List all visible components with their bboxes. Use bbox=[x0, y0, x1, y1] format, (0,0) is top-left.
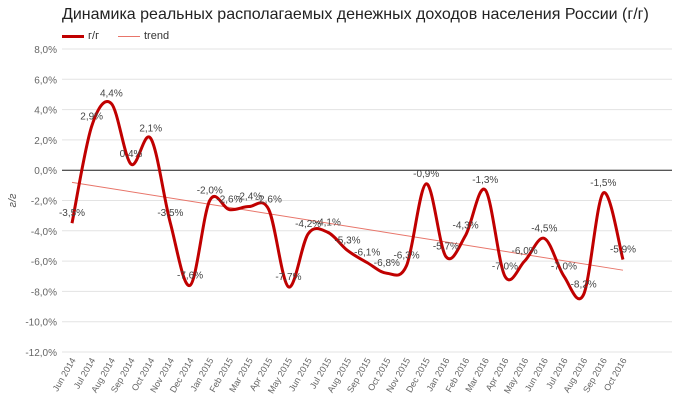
data-point bbox=[326, 231, 329, 234]
data-label: -1,3% bbox=[472, 175, 498, 186]
data-point bbox=[444, 255, 447, 258]
data-point bbox=[346, 249, 349, 252]
data-label: 2,9% bbox=[80, 111, 103, 122]
data-point bbox=[523, 260, 526, 263]
data-label: -2,6% bbox=[216, 195, 242, 206]
data-label: -6,3% bbox=[393, 251, 419, 262]
data-point bbox=[267, 208, 270, 211]
data-point bbox=[110, 102, 113, 105]
chart-title: Динамика реальных располагаемых денежных… bbox=[62, 6, 649, 23]
data-point bbox=[622, 258, 625, 261]
data-label: -4,3% bbox=[453, 220, 479, 231]
data-point bbox=[405, 264, 408, 267]
data-point bbox=[464, 234, 467, 237]
data-label: -2,4% bbox=[236, 192, 262, 203]
data-point bbox=[543, 237, 546, 240]
data-point bbox=[228, 208, 231, 211]
y-tick-label: -8,0% bbox=[31, 287, 57, 298]
y-axis-ticks: 8,0% 6,0% 4,0% 2,0% 0,0% -2,0% -4,0% -6,0% -8,0%… bbox=[25, 45, 57, 359]
data-label: -2,0% bbox=[197, 186, 223, 197]
data-label: -7,6% bbox=[177, 270, 203, 281]
data-labels: -3,5%2,9%4,4%0,4%2,1%-3,5%-7,6%-2,0%-2,6… bbox=[59, 89, 636, 291]
y-tick-label: 0,0% bbox=[34, 166, 57, 177]
data-point bbox=[287, 285, 290, 288]
y-tick-label: 4,0% bbox=[34, 106, 57, 117]
data-label: -5,7% bbox=[433, 242, 459, 253]
data-point bbox=[425, 182, 428, 185]
data-point bbox=[248, 205, 251, 208]
data-label: 4,4% bbox=[100, 89, 123, 100]
data-point bbox=[149, 137, 152, 140]
y-tick-label: -4,0% bbox=[31, 227, 57, 238]
y-axis-label: г/г bbox=[7, 193, 19, 207]
legend-label-yoy: г/г bbox=[88, 30, 100, 42]
data-label: -5,9% bbox=[610, 245, 636, 256]
data-label: -7,7% bbox=[275, 272, 301, 283]
data-label: -7,0% bbox=[492, 261, 518, 272]
gridlines bbox=[62, 48, 672, 353]
y-tick-label: -12,0% bbox=[25, 348, 57, 359]
data-label: -4,5% bbox=[531, 223, 557, 234]
data-label: -3,5% bbox=[157, 208, 183, 219]
data-label: -8,2% bbox=[571, 279, 597, 290]
data-point bbox=[562, 275, 565, 278]
data-label: -6,0% bbox=[512, 246, 538, 257]
data-point bbox=[484, 188, 487, 191]
legend-swatch-yoy bbox=[62, 35, 84, 38]
legend-swatch-trend bbox=[118, 36, 140, 37]
data-label: 2,1% bbox=[139, 123, 162, 134]
legend-label-trend: trend bbox=[144, 30, 170, 42]
data-point bbox=[385, 272, 388, 275]
data-label: -0,9% bbox=[413, 169, 439, 180]
data-point bbox=[366, 261, 369, 264]
data-point bbox=[71, 222, 74, 225]
data-point bbox=[208, 199, 211, 202]
data-label: -3,5% bbox=[59, 208, 85, 219]
data-point bbox=[90, 125, 93, 128]
data-point bbox=[602, 191, 605, 194]
data-point bbox=[169, 222, 172, 225]
data-point bbox=[189, 284, 192, 287]
yoy-series bbox=[70, 100, 625, 301]
data-label: -4,2% bbox=[295, 219, 321, 230]
y-tick-label: -6,0% bbox=[31, 257, 57, 268]
data-label: -6,8% bbox=[374, 258, 400, 269]
y-tick-label: 2,0% bbox=[34, 136, 57, 147]
data-label: -1,5% bbox=[590, 178, 616, 189]
data-point bbox=[582, 293, 585, 296]
data-point bbox=[130, 163, 133, 166]
data-point bbox=[503, 275, 506, 278]
data-label: -7,0% bbox=[551, 261, 577, 272]
data-label: -2,6% bbox=[256, 195, 282, 206]
y-tick-label: 8,0% bbox=[34, 45, 57, 56]
data-label: -6,1% bbox=[354, 248, 380, 259]
y-tick-label: -2,0% bbox=[31, 197, 57, 208]
y-tick-label: 6,0% bbox=[34, 75, 57, 86]
data-label: 0,4% bbox=[120, 149, 143, 160]
y-tick-label: -10,0% bbox=[25, 318, 57, 329]
data-label: -4,1% bbox=[315, 217, 341, 228]
data-label: -5,3% bbox=[334, 235, 360, 246]
yoy-line bbox=[70, 100, 625, 301]
data-point bbox=[307, 232, 310, 235]
